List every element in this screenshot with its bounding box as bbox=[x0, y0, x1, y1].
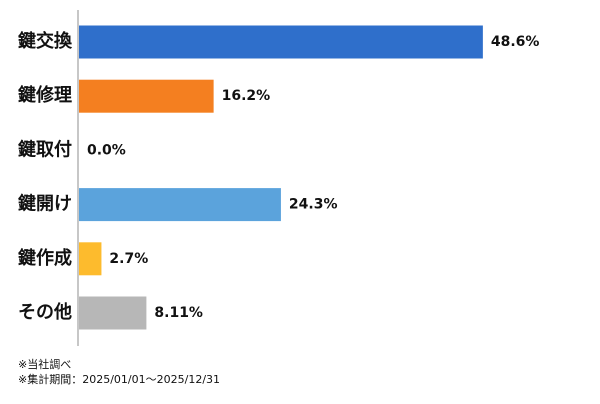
category-label-item-4: 鍵作成 bbox=[18, 247, 72, 269]
value-labels: 48.6% 16.2% 0.0% 24.3% 2.7% 8.11% bbox=[87, 34, 539, 321]
value-label-item-4: 2.7% bbox=[109, 251, 148, 267]
footnote-source: ※当社調べ bbox=[18, 358, 72, 371]
bar-item-4 bbox=[79, 242, 102, 276]
category-label-item-5: その他 bbox=[18, 301, 72, 323]
category-label-item-2: 鍵取付 bbox=[18, 138, 72, 160]
bar-item-1 bbox=[79, 79, 214, 113]
category-label-item-3: 鍵開け bbox=[18, 193, 72, 215]
value-label-item-2: 0.0% bbox=[87, 142, 126, 158]
category-label-item-0: 鍵交換 bbox=[18, 30, 73, 52]
value-label-item-3: 24.3% bbox=[289, 197, 338, 213]
footnotes: ※当社調べ ※集計期間：2025/01/01～2025/12/31 bbox=[18, 357, 220, 387]
value-label-item-1: 16.2% bbox=[222, 88, 271, 104]
bar-item-3 bbox=[79, 188, 281, 222]
value-label-item-0: 48.6% bbox=[491, 34, 540, 50]
value-label-item-5: 8.11% bbox=[154, 305, 203, 321]
footnote-period: ※集計期間：2025/01/01～2025/12/31 bbox=[18, 373, 221, 386]
bar-item-0 bbox=[79, 25, 483, 59]
bars-layer bbox=[79, 25, 483, 330]
bar-item-5 bbox=[79, 296, 147, 330]
category-label-item-1: 鍵修理 bbox=[18, 84, 72, 106]
